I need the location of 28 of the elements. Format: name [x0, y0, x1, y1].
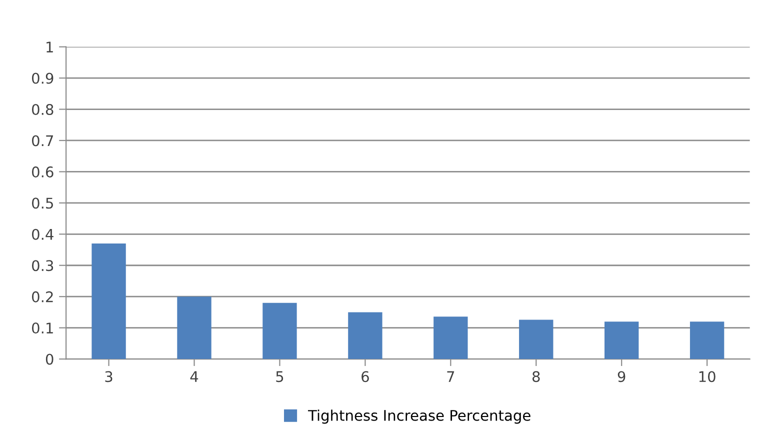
x-tick-label: 4	[190, 371, 198, 382]
x-tick-label: 6	[362, 371, 369, 382]
y-tick-label: 0.7	[32, 135, 53, 146]
y-tick-label: 0	[46, 354, 54, 365]
y-tick-label: 1	[46, 42, 53, 52]
x-tick-label: 7	[447, 371, 454, 382]
bar	[434, 316, 468, 360]
y-tick-label: 0.5	[32, 198, 53, 209]
y-tick-label: 0.1	[32, 322, 53, 334]
x-tick-label: 5	[276, 371, 284, 382]
bar	[92, 244, 126, 360]
x-tick-label: 3	[105, 371, 112, 382]
bar	[690, 322, 724, 360]
bar	[177, 296, 212, 360]
y-tick-label: 0.9	[32, 72, 54, 84]
legend-label: Tightness Increase Percentage	[308, 410, 530, 424]
y-tick-label: 0.3	[32, 260, 54, 272]
bar	[604, 322, 639, 360]
bar	[519, 320, 554, 360]
x-tick-label: 8	[532, 371, 540, 382]
x-tick-label: 10	[699, 371, 716, 382]
y-tick-label: 0.8	[32, 104, 54, 116]
bar	[348, 312, 382, 360]
y-tick-label: 0.2	[32, 291, 53, 302]
y-tick-label: 0.4	[32, 228, 54, 240]
y-tick-label: 0.6	[32, 166, 54, 178]
x-tick-label: 9	[618, 371, 626, 382]
bar	[262, 302, 297, 360]
